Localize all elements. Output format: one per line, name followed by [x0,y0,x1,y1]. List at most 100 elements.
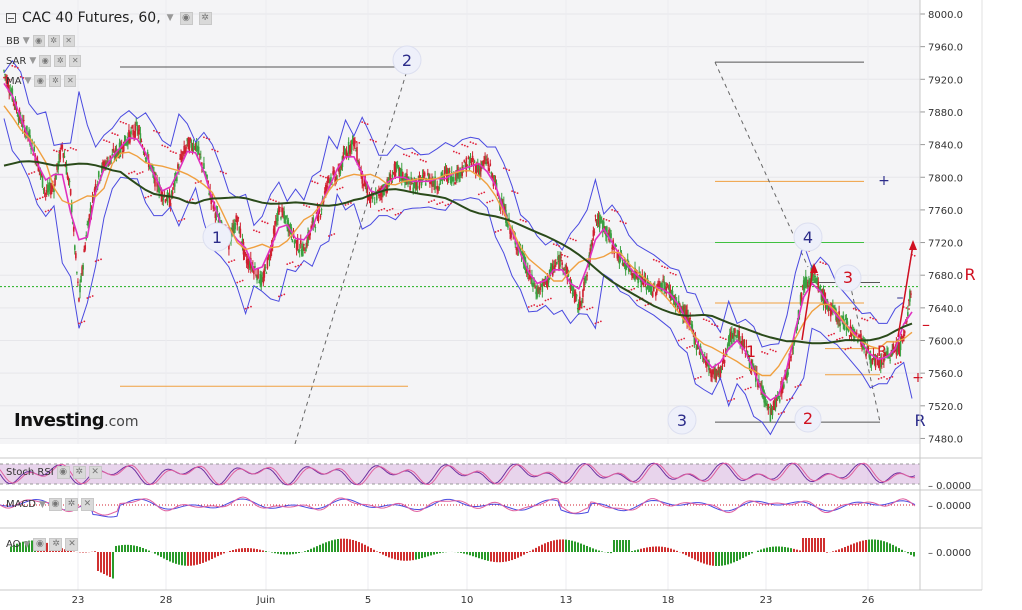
eye-icon[interactable]: ◉ [48,498,62,511]
gear-icon[interactable]: ✲ [198,11,212,25]
ao-bar [130,545,132,552]
chevron-down-icon[interactable]: ▼ [24,76,32,86]
sar-dot [144,196,147,199]
candle-body [308,232,310,239]
ao-bar [652,546,654,552]
candle-body [807,285,809,287]
ao-bar [529,551,531,552]
sar-dot [344,204,347,206]
candle-body [775,398,778,401]
sar-dot [866,319,869,322]
candle-body [633,277,635,279]
ao-label[interactable]: AO ▼ ◉ ✲ ✕ [6,538,79,551]
candle-body [712,370,714,374]
candle-body [454,182,456,184]
sar-dot [339,187,341,190]
sar-dot [400,211,402,214]
stoch-rsi-label[interactable]: Stoch RSI ◉ ✲ ✕ [6,466,102,479]
eye-icon[interactable]: ◉ [56,466,70,479]
candle-body [781,383,783,395]
close-icon[interactable]: ✕ [80,498,94,511]
candle-body [30,147,32,150]
ao-bar [646,547,648,552]
indicator-sar[interactable]: SAR ▼ ◉ ✲ ✕ [6,55,82,67]
eye-icon[interactable]: ◉ [33,538,47,551]
sar-dot [233,259,236,262]
gear-icon[interactable]: ✲ [49,538,63,551]
indicator-ma[interactable]: MA ▼ ◉ ✲ ✕ [6,75,77,87]
candle-body [486,159,488,161]
ao-bar [787,547,789,552]
candle-body [80,275,82,283]
candle-body [132,129,134,136]
wave-label-bg [667,405,697,435]
y-tick-label: 7480.0 [928,434,963,445]
sar-dot [294,265,297,268]
candle-body [372,194,375,196]
chevron-down-icon[interactable]: ▼ [38,499,46,510]
candle-body [340,164,343,169]
sar-dot [172,151,175,154]
indicator-bb[interactable]: BB ▼ ◉ ✲ ✕ [6,35,75,47]
sar-dot [708,320,711,323]
candle-body [860,333,862,345]
gear-icon[interactable]: ✲ [72,466,86,479]
candle-body [865,350,867,356]
candle-body [311,221,314,224]
gear-icon[interactable]: ✲ [54,55,67,67]
sar-dot [677,339,680,342]
sar-dot [738,376,741,379]
eye-icon[interactable]: ◉ [32,35,45,47]
chevron-down-icon[interactable]: ▼ [166,13,174,23]
ao-bar [262,550,264,552]
macd-label[interactable]: MACD ▼ ◉ ✲ ✕ [6,498,94,511]
ao-bar [187,552,189,566]
close-icon[interactable]: ✕ [69,55,82,67]
eye-icon[interactable]: ◉ [39,55,52,67]
close-icon[interactable]: ✕ [64,75,77,87]
sar-dot [411,151,414,154]
candle-body [324,185,327,195]
candle-body [697,345,700,350]
candle-body [564,268,567,271]
candle-body [117,152,120,157]
sar-dot [491,199,494,202]
eye-icon[interactable]: ◉ [34,75,47,87]
candle-body [674,299,677,309]
eye-icon[interactable]: ◉ [179,11,193,25]
candle-body [474,164,477,174]
y-tick-label: 7720.0 [928,239,963,250]
wave-label-red: 2 [803,409,813,428]
wave-label-red: R [964,265,975,284]
candle-body [320,209,323,211]
candle-body [112,148,115,152]
sar-dot [30,172,33,174]
candle-body [609,233,611,239]
ao-bar [619,540,621,552]
collapse-icon[interactable] [6,13,16,23]
ao-bar [196,552,198,565]
sar-dot [47,209,50,212]
gear-icon[interactable]: ✲ [64,498,78,511]
gear-icon[interactable]: ✲ [47,35,60,47]
chevron-down-icon[interactable]: ▼ [29,56,37,66]
ao-bar [751,552,753,554]
candle-body [280,217,282,219]
ao-bar [772,546,774,552]
gear-icon[interactable]: ✲ [49,75,62,87]
sar-dot [827,334,830,337]
close-icon[interactable]: ✕ [65,538,79,551]
ao-bar [625,540,627,552]
ao-bar [247,548,249,552]
candle-body [339,168,342,174]
candle-body [469,158,472,163]
sar-dot [580,306,583,309]
chevron-down-icon[interactable]: ▼ [22,36,30,46]
close-icon[interactable]: ✕ [62,35,75,47]
close-icon[interactable]: ✕ [88,466,102,479]
ao-bar [181,552,183,566]
sar-dot [661,265,663,268]
candle-body [210,198,213,205]
chevron-down-icon[interactable]: ▼ [23,539,31,550]
